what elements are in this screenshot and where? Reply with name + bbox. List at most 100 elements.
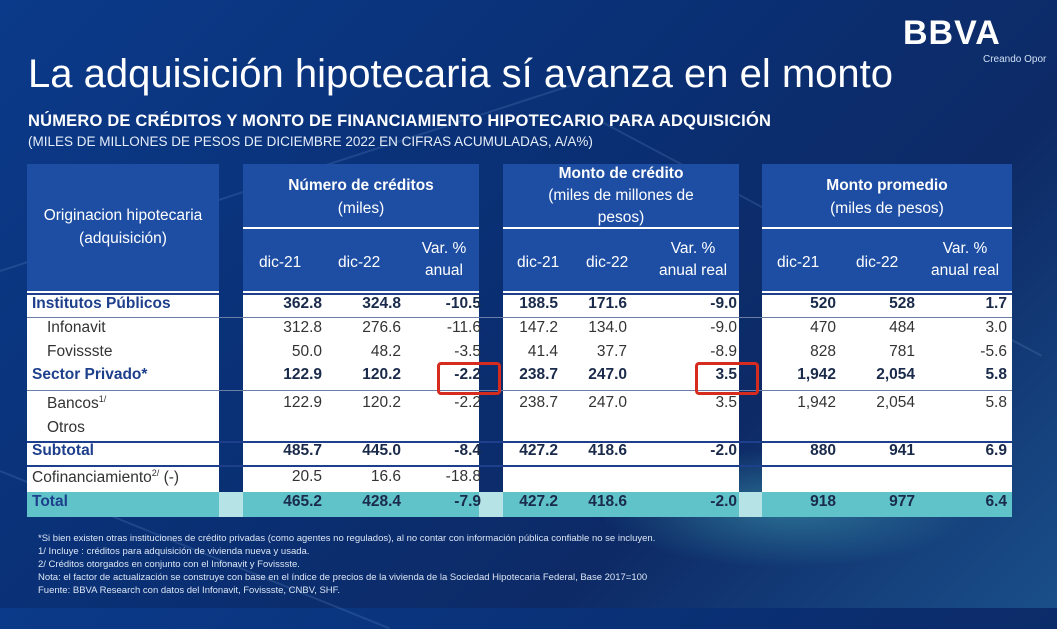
subheader-promedio: [762, 229, 1012, 291]
group-title-promedio: Monto promedio (miles de pesos): [826, 177, 948, 217]
table-cell: 1.7: [985, 295, 1007, 312]
table-cell: 2,054: [876, 366, 915, 383]
table-cell: 312.8: [283, 319, 322, 336]
table-cell: -11.6: [446, 319, 481, 336]
group-title-monto: Monto de crédito (miles de millones de p…: [548, 165, 694, 226]
row-label: Otros: [47, 419, 85, 436]
table-title: NÚMERO DE CRÉDITOS Y MONTO DE FINANCIAMI…: [28, 112, 772, 130]
group-header-monto: [503, 164, 739, 227]
table-cell: -2.0: [710, 442, 737, 459]
table-cell: 528: [889, 295, 915, 312]
table-cell: 324.8: [362, 295, 401, 312]
table-cell: -2.2: [454, 394, 481, 411]
table-cell: 171.6: [588, 295, 627, 312]
table-cell: 2,054: [876, 394, 915, 411]
table-cell: 781: [889, 343, 915, 360]
table-cell: -9.0: [710, 295, 737, 312]
table-rule: [27, 390, 1012, 391]
table-cell: 5.8: [985, 366, 1007, 383]
table-cell: 238.7: [519, 366, 558, 383]
table-cell: 3.0: [985, 319, 1007, 336]
row-label: Bancos1/: [47, 394, 107, 413]
row-label: Sector Privado*: [32, 366, 148, 383]
brand-tagline: Creando Opor: [983, 54, 1047, 65]
table-cell: 465.2: [283, 493, 322, 510]
row-label: Subtotal: [32, 442, 94, 459]
col-header: dic-21: [259, 254, 302, 271]
table-cell: -8.9: [710, 343, 737, 360]
table-cell: 147.2: [519, 319, 558, 336]
highlight-var-monto: [695, 362, 759, 395]
table-rule: [27, 293, 219, 295]
table-cell: -18.8: [445, 468, 481, 485]
table-rule: [27, 441, 1012, 443]
table-cell: 1,942: [797, 394, 836, 411]
table-cell: -7.9: [454, 493, 481, 510]
table-rule: [27, 317, 1012, 318]
row-label: Fovissste: [47, 343, 113, 360]
group-header-creditos: [243, 164, 479, 227]
table-cell: 247.0: [588, 394, 627, 411]
row-label: Infonavit: [47, 319, 106, 336]
table-rule: [762, 293, 1012, 295]
table-cell: 445.0: [362, 442, 401, 459]
total-row-gap: [739, 492, 762, 517]
row-label: Institutos Públicos: [32, 295, 171, 312]
highlight-var-creditos: [437, 362, 501, 395]
col-header: dic-21: [777, 254, 820, 271]
table-cell: -8.4: [454, 442, 481, 459]
table-cell: 50.0: [291, 343, 322, 360]
row-header: [27, 164, 219, 291]
table-cell: 427.2: [519, 442, 558, 459]
table-cell: 41.4: [527, 343, 558, 360]
table-rule: [243, 293, 479, 295]
row-label: Cofinanciamiento2/ (-): [32, 468, 180, 487]
table-cell: -5.6: [980, 343, 1007, 360]
footnote: 1/ Incluye : créditos para adquisición d…: [38, 546, 310, 557]
table-cell: 238.7: [519, 394, 558, 411]
table-rule: [503, 293, 739, 295]
table-rule: [27, 465, 1012, 467]
table-cell: 120.2: [362, 366, 401, 383]
table-cell: 48.2: [370, 343, 401, 360]
row-label: Total: [32, 493, 68, 510]
table-cell: 6.4: [985, 493, 1007, 510]
table-cell: 188.5: [519, 295, 558, 312]
table-cell: 918: [810, 493, 836, 510]
table-cell: 470: [810, 319, 836, 336]
table-cell: -9.0: [710, 319, 737, 336]
group-header-promedio: [762, 164, 1012, 227]
footnote: *Si bien existen otras instituciones de …: [38, 533, 656, 544]
col-header: Var. % anual real: [930, 240, 1000, 279]
col-header: Var. % anual real: [658, 240, 728, 279]
col-header: dic-21: [517, 254, 560, 271]
table-cell: 880: [810, 442, 836, 459]
total-row-gap: [219, 492, 243, 517]
table-cell: 134.0: [588, 319, 627, 336]
table-cell: 1,942: [797, 366, 836, 383]
table-cell: 122.9: [283, 394, 322, 411]
table-cell: 5.8: [985, 394, 1007, 411]
group-title-creditos: Número de créditos (miles): [288, 177, 434, 217]
table-cell: 977: [889, 493, 915, 510]
footnote: 2/ Créditos otorgados en conjunto con el…: [38, 559, 300, 570]
col-header: dic-22: [338, 254, 381, 271]
table-cell: -2.2: [454, 366, 481, 383]
table-cell: 485.7: [283, 442, 322, 459]
table-cell: 428.4: [362, 493, 401, 510]
table-cell: 16.6: [370, 468, 401, 485]
table-cell: 941: [889, 442, 915, 459]
table-cell: 20.5: [291, 468, 322, 485]
table-units: (MILES DE MILLONES DE PESOS DE DICIEMBRE…: [28, 134, 593, 149]
table-cell: 6.9: [985, 442, 1007, 459]
table-cell: 3.5: [715, 366, 737, 383]
table-cell: 520: [810, 295, 836, 312]
footnote: Fuente: BBVA Research con datos del Info…: [38, 585, 341, 596]
table-cell: 427.2: [519, 493, 558, 510]
row-header-label: Originacion hipotecaria (adquisición): [43, 207, 203, 247]
table-cell: 828: [810, 343, 836, 360]
footnote: Nota: el factor de actualización se cons…: [38, 572, 648, 583]
table-cell: -10.5: [445, 295, 481, 312]
subheader-creditos: [243, 229, 479, 291]
table-cell: 484: [889, 319, 915, 336]
